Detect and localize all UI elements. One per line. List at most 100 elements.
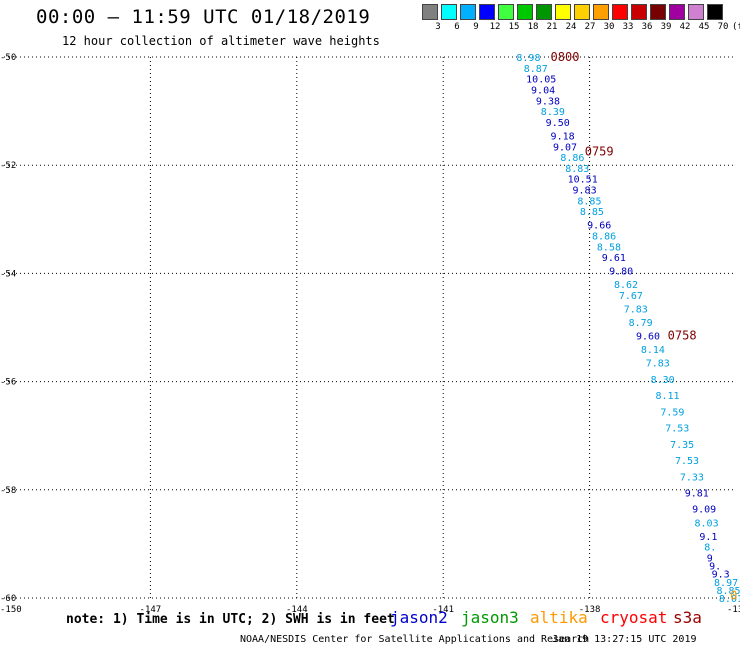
satellite-legend-item: jason2 [390, 608, 448, 627]
color-scale-label: 39 [660, 22, 672, 32]
wave-height-value: 8.01 [719, 594, 740, 605]
satellite-legend-item: s3a [673, 608, 702, 627]
wave-height-value: 9.07 [553, 142, 577, 153]
wave-height-value: 9.83 [573, 186, 597, 197]
color-swatch [517, 4, 533, 20]
wave-height-value: 9.81 [685, 489, 709, 500]
axis-labels: -50 -52 -54 -56 -58 -60-150 -147 -144 -141 -138 -1… [0, 53, 740, 615]
color-swatch [498, 4, 514, 20]
y-tick-label: -60 [0, 594, 16, 604]
color-scale-label: 30 [603, 22, 615, 32]
color-scale-label: 36 [641, 22, 653, 32]
wave-height-value: 7.83 [624, 305, 648, 316]
wave-height-value: 7.83 [646, 359, 670, 370]
wave-height-value: 7.67 [619, 291, 643, 302]
wave-height-value: 8.85 [577, 196, 601, 207]
wave-height-value: 9 [707, 553, 713, 564]
wave-height-value: 9. [709, 562, 721, 573]
y-tick-label: -58 [0, 486, 16, 496]
x-tick-label: -138 [579, 605, 601, 615]
x-tick-label: -150 [0, 605, 22, 615]
time-label: 0800 [551, 50, 580, 64]
satellite-legend-item: jason3 [461, 608, 519, 627]
wave-height-value: 10.05 [526, 75, 556, 86]
wave-height-value: 9.1 [699, 532, 717, 543]
wave-height-value: 9.61 [602, 253, 626, 264]
time-label: 0759 [585, 145, 614, 159]
wave-height-value: 8.30 [651, 375, 675, 386]
satellite-legend-item: altika [530, 608, 588, 627]
wave-height-value: 7.33 [680, 472, 704, 483]
wave-height-value: 7.53 [675, 456, 699, 467]
wave-height-value: 9.50 [546, 118, 570, 129]
wave-height-value: 8.14 [641, 345, 665, 356]
wave-height-value: 8.83 [565, 164, 589, 175]
color-swatch [688, 4, 704, 20]
wave-height-value: 10.51 [568, 175, 598, 186]
wave-height-value: 9.60 [636, 332, 660, 343]
color-scale-label: 33 [622, 22, 634, 32]
wave-height-value: 9.04 [531, 85, 555, 96]
color-swatch [593, 4, 609, 20]
wave-height-value: 9.09 [692, 505, 716, 516]
chart-title: 00:00 – 11:59 UTC 01/18/2019 [36, 6, 371, 28]
color-scale-label: 3 [435, 22, 441, 32]
color-scale-label: 70 [717, 22, 729, 32]
color-swatch [669, 4, 685, 20]
wave-height-value: 7.53 [665, 424, 689, 435]
color-swatch [479, 4, 495, 20]
color-swatch [460, 4, 476, 20]
wave-height-value: 8.11 [655, 391, 679, 402]
wave-height-value: 7.59 [660, 407, 684, 418]
x-tick-label: -147 [140, 605, 162, 615]
y-tick-label: -50 [0, 53, 16, 63]
wave-height-value: 9.18 [551, 131, 575, 142]
footer-credit: NOAA/NESDIS Center for Satellite Applica… [240, 634, 590, 645]
wave-height-value: 8.85 [716, 586, 740, 597]
color-swatch [422, 4, 438, 20]
wave-height-value: 8.86 [592, 232, 616, 243]
satellite-legend-item: cryosat [600, 608, 668, 627]
time-label: 0 [730, 588, 737, 602]
color-swatch [574, 4, 590, 20]
color-scale-label: 21 [546, 22, 558, 32]
wave-height-value: 9.80 [609, 267, 633, 278]
generated-timestamp: Jan 19 13:27:15 UTC 2019 [552, 634, 697, 645]
wave-height-value: 9.3 [712, 570, 730, 581]
wave-height-value: 8.39 [541, 107, 565, 118]
color-scale-label: 9 [473, 22, 479, 32]
color-scale-label: 24 [565, 22, 577, 32]
color-swatch [441, 4, 457, 20]
wave-height-value: 9.66 [587, 221, 611, 232]
grid-lines [4, 56, 736, 599]
color-scale-label: 42 [679, 22, 691, 32]
color-swatch [631, 4, 647, 20]
color-swatch [536, 4, 552, 20]
x-tick-label: -141 [432, 605, 454, 615]
color-scale-label: (ft) [732, 22, 740, 32]
wave-height-points: 8.988.8710.059.049.388.399.509.189.078.8… [516, 50, 740, 605]
color-scale-label: 15 [508, 22, 520, 32]
time-label: 0758 [668, 329, 697, 343]
wave-height-value: 8.97 [714, 578, 738, 589]
wave-height-value: 9.38 [536, 96, 560, 107]
wave-height-value: 8.86 [560, 153, 584, 164]
color-swatch [555, 4, 571, 20]
wave-height-value: 8.85 [580, 207, 604, 218]
color-swatch [612, 4, 628, 20]
color-scale-label: 12 [489, 22, 501, 32]
color-scale-label: 45 [698, 22, 710, 32]
y-tick-label: -56 [0, 378, 16, 388]
chart-subtitle: 12 hour collection of altimeter wave hei… [62, 34, 380, 48]
y-tick-label: -54 [0, 269, 16, 279]
color-scale-label: 27 [584, 22, 596, 32]
color-swatch [707, 4, 723, 20]
x-tick-label: -13 [727, 605, 740, 615]
wave-height-value: 8. [704, 543, 716, 554]
note-text: note: 1) Time is in UTC; 2) SWH is in fe… [66, 612, 395, 627]
wave-height-value: 8.87 [524, 64, 548, 75]
wave-height-value: 8.79 [629, 318, 653, 329]
wave-height-value: 7.35 [670, 440, 694, 451]
color-scale-label: 18 [527, 22, 539, 32]
